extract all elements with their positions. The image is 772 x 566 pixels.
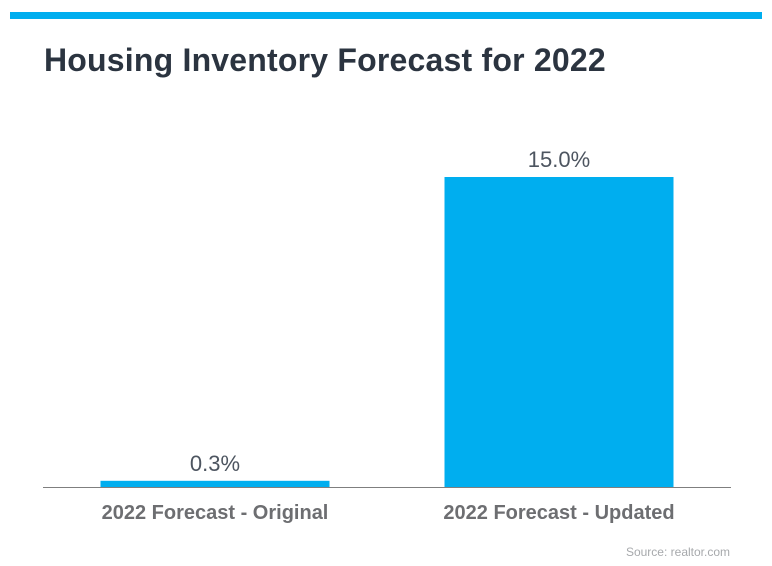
top-accent-bar bbox=[10, 12, 762, 19]
data-label-2: 15.0% bbox=[528, 147, 590, 172]
bars-layer bbox=[100, 177, 674, 487]
bar-2 bbox=[444, 177, 674, 487]
data-label-1: 0.3% bbox=[190, 451, 240, 476]
labels-layer: 0.3% 2022 Forecast - Original 15.0% 2022 Fo… bbox=[102, 147, 675, 524]
chart-title: Housing Inventory Forecast for 2022 bbox=[44, 42, 606, 78]
source-note: Source: realtor.com bbox=[625, 545, 730, 559]
category-label-1: 2022 Forecast - Original bbox=[102, 502, 329, 524]
bar-1 bbox=[100, 480, 330, 487]
category-label-2: 2022 Forecast - Updated bbox=[443, 502, 674, 524]
